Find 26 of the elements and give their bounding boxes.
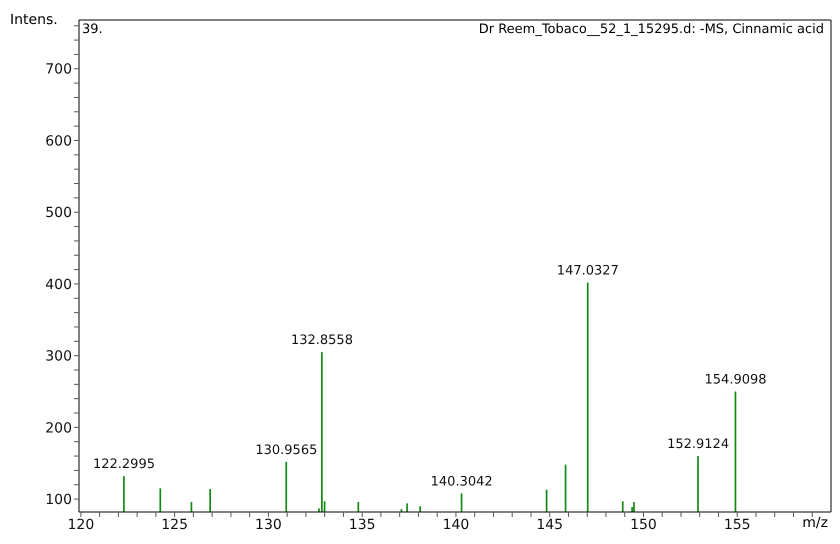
y-tick-label: 500 <box>45 205 72 222</box>
x-tick-label: 135 <box>348 516 376 533</box>
y-tick-label: 300 <box>45 348 72 365</box>
annotation: 132.8558 <box>290 333 353 348</box>
y-tick-label: 100 <box>45 492 72 508</box>
annotation: 122.2995 <box>92 457 156 472</box>
y-axis-title: Intens. <box>10 12 58 28</box>
x-tick-label: 150 <box>630 516 657 533</box>
x-tick-label: 120 <box>68 516 94 533</box>
annotation: 130.9565 <box>255 442 318 458</box>
y-tick-label: 700 <box>45 62 72 78</box>
y-tick-label: 400 <box>45 276 72 293</box>
x-tick-label: 140 <box>442 516 470 533</box>
y-tick-label: 600 <box>45 133 72 150</box>
y-tick-label: 200 <box>45 420 72 436</box>
chart-title: Dr Reem_Tobaco__52_1_15295.d: -MS, Cinnamic acid <box>478 22 824 37</box>
x-tick-label: 125 <box>161 516 188 533</box>
annotation: 39. <box>82 22 103 37</box>
annotation: 154.9098 <box>704 372 767 388</box>
x-tick-label: 145 <box>536 516 564 533</box>
x-tick-label: 130 <box>255 516 282 533</box>
annotation: 147.0327 <box>556 263 619 278</box>
annotation: 140.3042 <box>430 474 493 490</box>
annotation: 152.9124 <box>667 437 730 452</box>
x-tick-label: 155 <box>724 516 751 533</box>
x-axis-title: m/z <box>802 515 828 531</box>
